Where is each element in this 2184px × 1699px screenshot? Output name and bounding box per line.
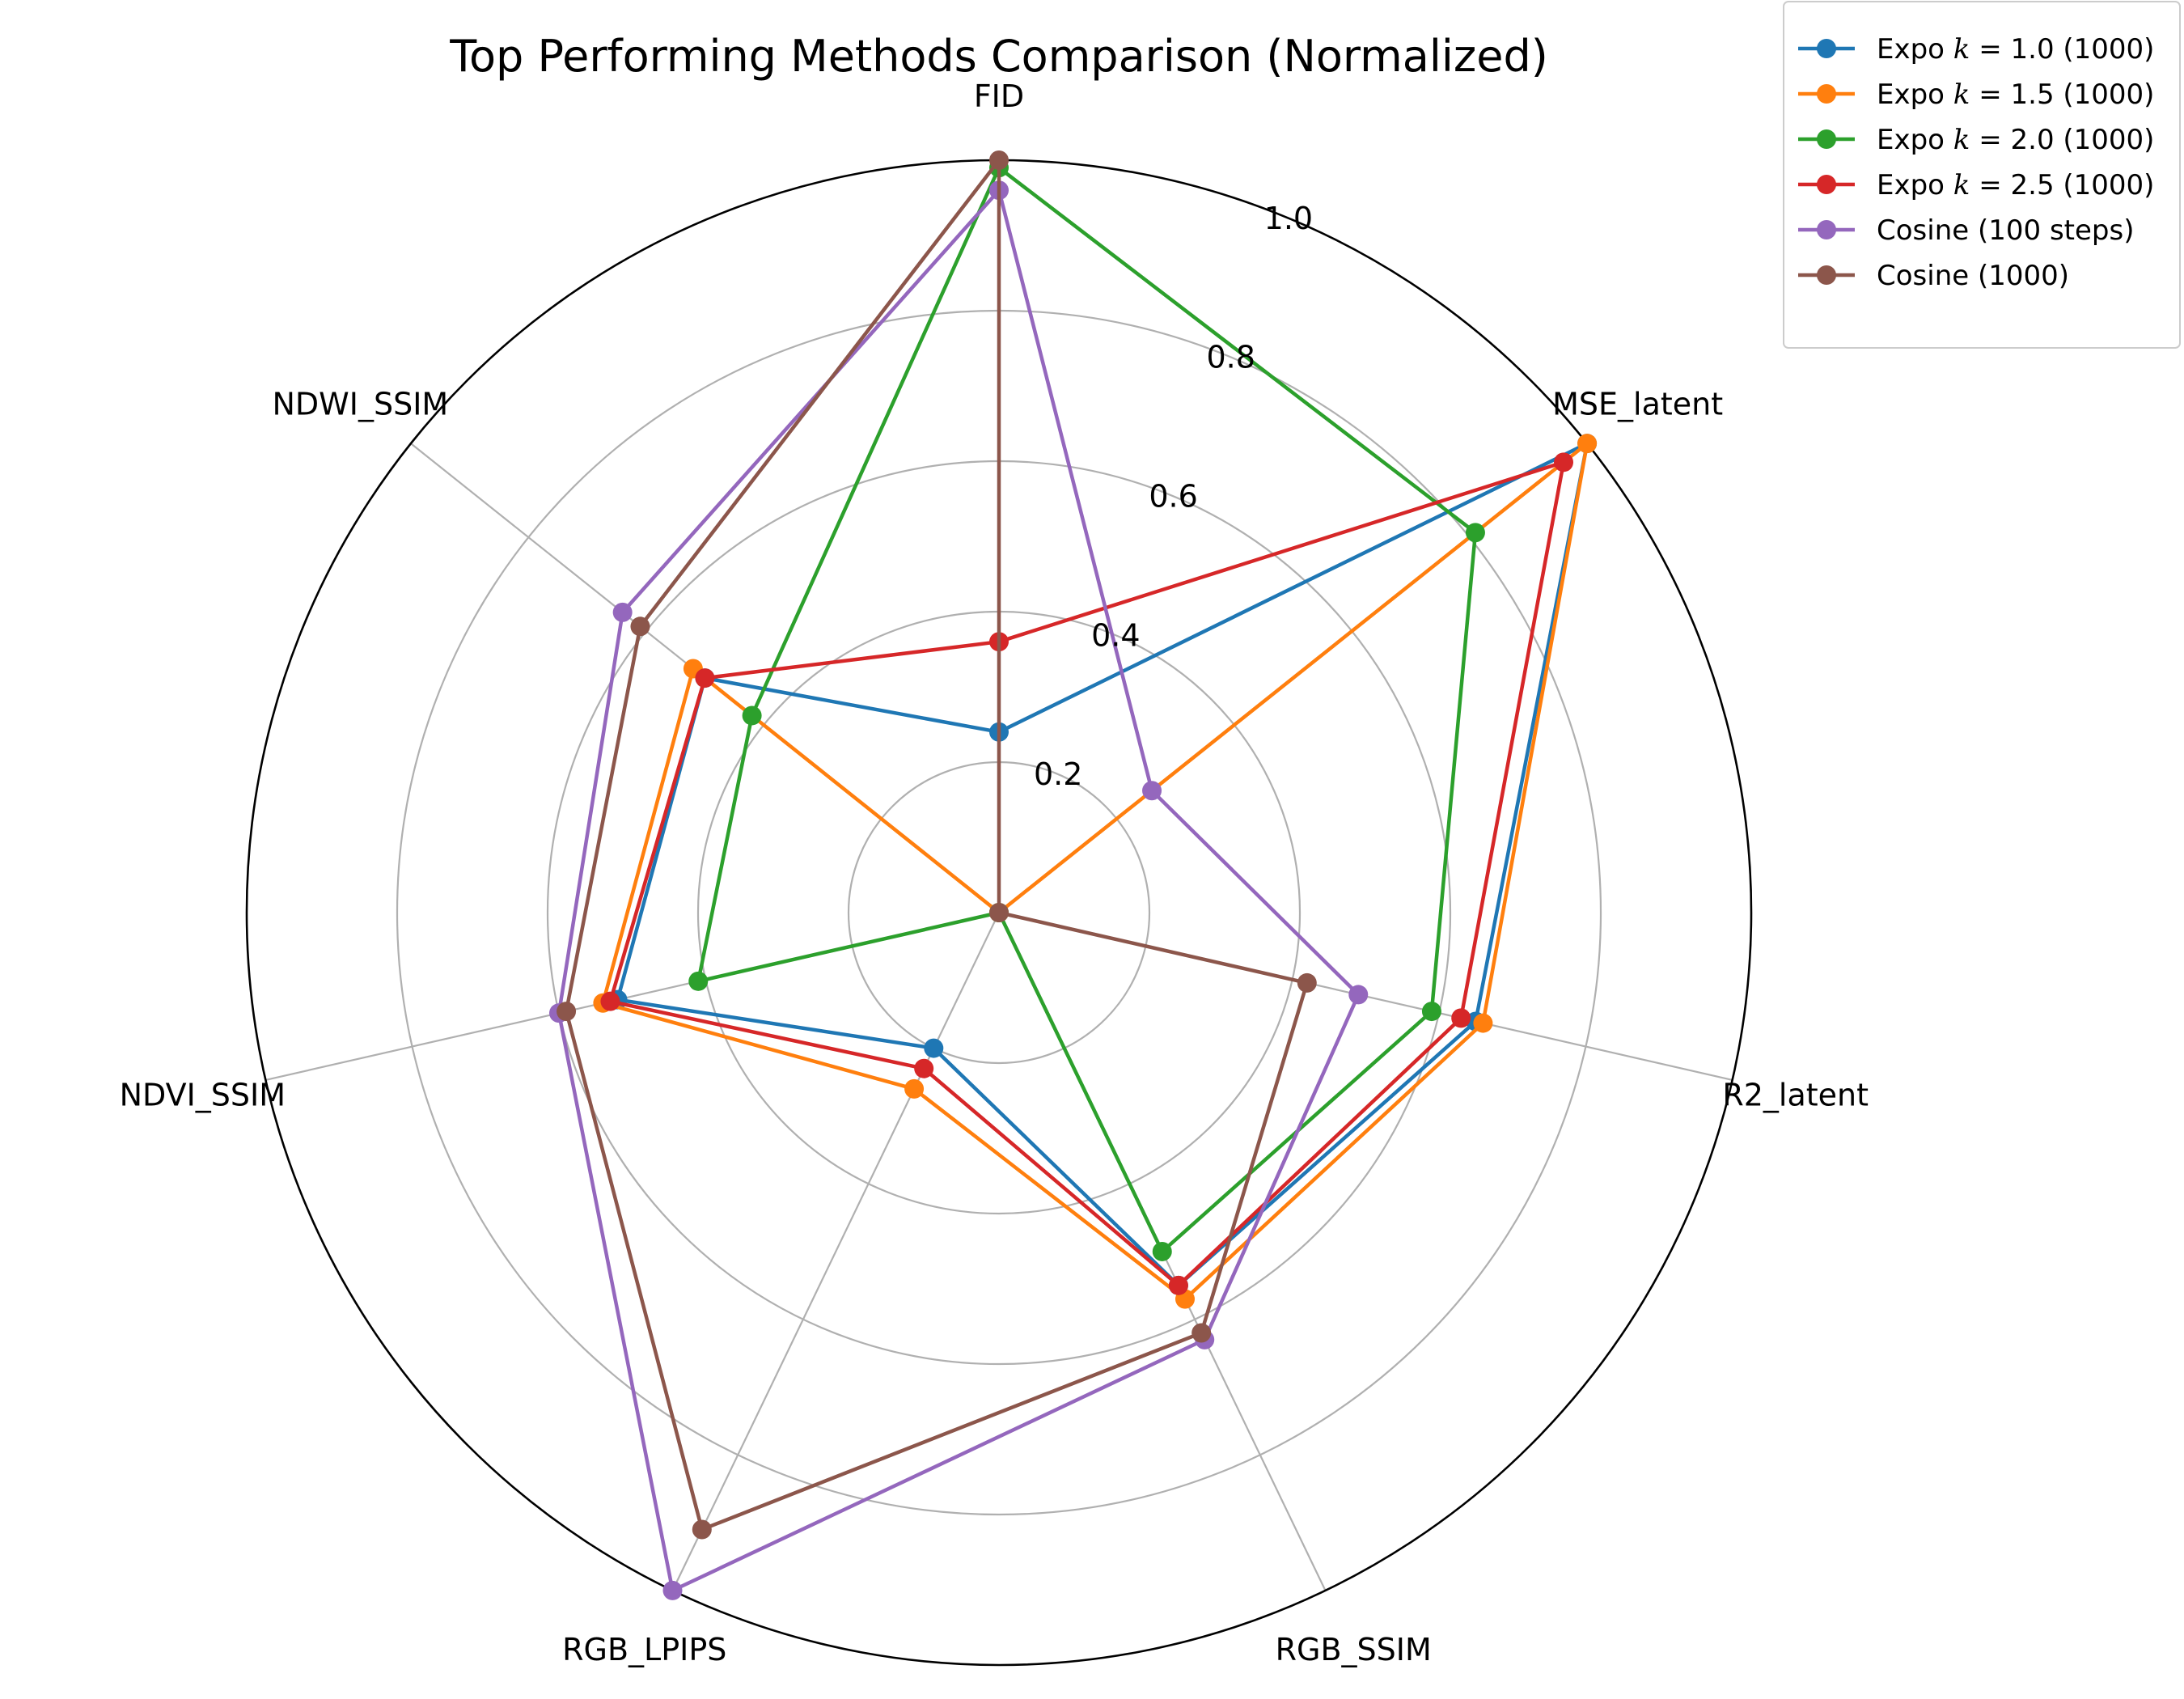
legend-label: Expo k = 1.5 (1000): [1877, 78, 2154, 111]
data-point: [630, 616, 650, 637]
legend-marker: [1817, 220, 1836, 239]
data-point: [1152, 1241, 1172, 1261]
data-point: [1473, 1013, 1493, 1033]
series-line: [608, 460, 1566, 1288]
spoke-rgb_lpips: [671, 912, 1000, 1591]
legend-item: Cosine (1000): [1798, 260, 2069, 292]
data-point: [904, 1078, 925, 1099]
series-line: [616, 441, 1589, 1288]
radar-series: [548, 150, 1598, 1600]
data-point: [1297, 972, 1317, 993]
data-point: [1421, 1002, 1441, 1022]
data-point: [1465, 523, 1485, 543]
axis-label-rgb_lpips: RGB_LPIPS: [562, 1632, 726, 1667]
chart-title: Top Performing Methods Comparison (Norma…: [449, 31, 1548, 82]
legend-item: Expo k = 2.5 (1000): [1798, 169, 2154, 201]
series-4: [548, 180, 1369, 1600]
axis-label-mse_latent: MSE_latent: [1552, 386, 1723, 422]
data-point: [1348, 985, 1369, 1005]
axis-label-fid: FID: [974, 78, 1024, 114]
legend-label: Expo k = 2.5 (1000): [1877, 169, 2154, 201]
data-point: [1554, 452, 1574, 472]
data-point: [1451, 1008, 1471, 1028]
data-point: [989, 903, 1009, 922]
series-line: [696, 166, 1478, 1254]
data-point: [742, 705, 762, 726]
legend-item: Expo k = 2.0 (1000): [1798, 124, 2154, 156]
data-point: [688, 971, 709, 991]
data-point: [989, 150, 1009, 170]
legend-marker: [1817, 265, 1836, 285]
legend-item: Expo k = 1.5 (1000): [1798, 78, 2154, 111]
data-point: [692, 1519, 712, 1540]
radial-tick-label: 0.2: [1034, 756, 1082, 792]
legend-label: Cosine (1000): [1877, 260, 2069, 292]
data-point: [1191, 1323, 1212, 1343]
data-point: [662, 1580, 683, 1600]
legend-marker: [1817, 175, 1836, 194]
legend-item: Expo k = 1.0 (1000): [1798, 33, 2154, 66]
legend-marker: [1817, 129, 1836, 149]
series-3: [600, 452, 1574, 1295]
axis-label-ndvi_ssim: NDVI_SSIM: [120, 1078, 286, 1113]
radial-tick-label: 0.8: [1206, 340, 1255, 375]
data-point: [1168, 1275, 1188, 1295]
legend-marker: [1817, 84, 1836, 104]
data-point: [1577, 434, 1598, 454]
data-point: [695, 668, 715, 688]
series-5: [557, 150, 1317, 1540]
legend-frame: [1783, 1, 2181, 349]
data-point: [914, 1058, 934, 1078]
radar-labels: 0.2 0.4 0.6 0.8 1.0 FID MSE_latent R2_latent RGB…: [120, 78, 1869, 1667]
series-line: [601, 441, 1589, 1301]
legend: Expo k = 1.0 (1000) Expo k = 1.5 (1000) Ex…: [1783, 1, 2181, 349]
legend-item: Cosine (100 steps): [1798, 214, 2134, 247]
series-line: [557, 188, 1361, 1593]
data-point: [1142, 781, 1162, 801]
legend-label: Expo k = 1.0 (1000): [1877, 33, 2154, 66]
axis-label-ndwi_ssim: NDWI_SSIM: [272, 386, 448, 422]
axis-label-rgb_ssim: RGB_SSIM: [1276, 1632, 1432, 1667]
legend-label: Expo k = 2.0 (1000): [1877, 124, 2154, 156]
axis-label-r2_latent: R2_latent: [1722, 1078, 1869, 1113]
data-point: [600, 991, 620, 1011]
radial-tick-label: 0.6: [1149, 478, 1197, 514]
radial-tick-label: 0.4: [1091, 617, 1140, 653]
legend-marker: [1817, 39, 1836, 58]
data-point: [612, 602, 633, 622]
radial-tick-label: 1.0: [1264, 201, 1313, 236]
series-line: [564, 158, 1310, 1532]
data-point: [557, 1002, 577, 1022]
legend-label: Cosine (100 steps): [1877, 214, 2134, 247]
data-point: [924, 1038, 944, 1058]
series-2: [688, 158, 1485, 1261]
